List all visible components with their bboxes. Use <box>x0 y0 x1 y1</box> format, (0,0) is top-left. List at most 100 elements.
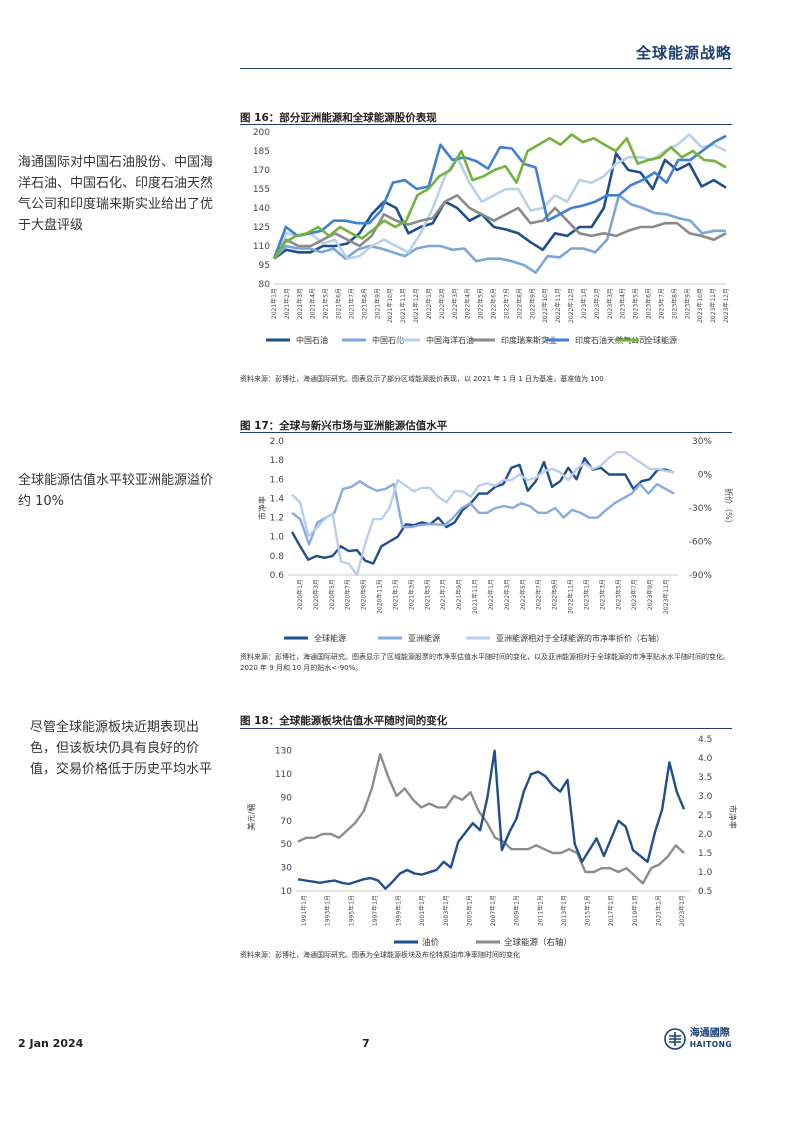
x-tick-label: 2019年1月 <box>631 895 639 926</box>
y-tick-label: 30 <box>281 864 293 874</box>
y-tick-label: 185 <box>253 147 270 157</box>
figure-18-divider <box>240 728 732 729</box>
x-tick-label: 2022年5月 <box>477 288 485 319</box>
y2-tick-label: 1.5 <box>698 849 712 859</box>
y-tick-label: 200 <box>253 128 270 138</box>
x-tick-label: 2021年3月 <box>296 288 304 319</box>
x-tick-label: 2022年3月 <box>503 579 511 610</box>
x-tick-label: 2023年6月 <box>645 288 653 319</box>
figure-18-chart: 10 30 50 70 90 110 130 0.5 1.0 1.5 2.0 2.5 3.0 3.5 4.0… <box>246 735 738 948</box>
y-tick-label: 1.4 <box>270 494 285 504</box>
y2-tick-label: 0% <box>698 471 713 481</box>
x-tick-label: 2020年3月 <box>312 579 320 610</box>
x-tick-label: 2021年9月 <box>373 288 381 319</box>
x-tick-label: 2022年5月 <box>519 579 527 610</box>
legend-label: 印度石油天然气公司 <box>575 335 647 345</box>
x-tick-label: 2021年10月 <box>386 288 394 323</box>
x-tick-label: 2023年1月 <box>582 579 590 610</box>
x-tick-label: 2023年9月 <box>646 579 654 610</box>
y-tick-label: 1.0 <box>270 533 285 543</box>
y2-tick-label: 3.5 <box>698 773 712 783</box>
y-tick-label: 1.6 <box>270 475 285 485</box>
x-tick-label: 2022年1月 <box>425 288 433 319</box>
y2-tick-label: 4.5 <box>698 735 712 745</box>
x-tick-label: 2023年1月 <box>580 288 588 319</box>
logo-text-en: HAITONG <box>689 1040 732 1049</box>
x-tick-label: 2021年11月 <box>399 288 407 323</box>
x-tick-label: 2015年1月 <box>584 895 592 926</box>
figure-18-title: 图 18：全球能源板块估值水平随时间的变化 <box>240 715 448 727</box>
y-tick-label: 95 <box>259 261 270 271</box>
x-tick-label: 2020年9月 <box>360 579 368 610</box>
x-tick-label: 2023年7月 <box>630 579 638 610</box>
figure-17-title: 图 17：全球与新兴市场与亚洲能源估值水平 <box>240 420 448 432</box>
x-tick-label: 2007年1月 <box>489 895 497 926</box>
header-divider <box>240 68 732 69</box>
figure-16-chart: 80 95 110 125 140 155 170 185 200 2021年1月 2021年2月 2… <box>253 128 730 345</box>
y-tick-label: 170 <box>253 166 270 176</box>
x-tick-label: 2021年12月 <box>412 288 420 323</box>
series-line <box>272 194 727 260</box>
y-tick-label: 140 <box>253 204 270 214</box>
x-tick-label: 2001年1月 <box>418 895 426 926</box>
legend-label: 中国石化 <box>372 335 404 345</box>
y-tick-label: 2.0 <box>270 437 285 447</box>
x-tick-label: 2023年9月 <box>683 288 691 319</box>
x-tick-label: 2021年6月 <box>335 288 343 319</box>
y-tick-label: 10 <box>281 887 293 897</box>
legend-label: 全球能源 <box>314 633 346 643</box>
x-tick-label: 2021年1月 <box>654 895 662 926</box>
page-number: 7 <box>362 1037 370 1050</box>
y2-tick-label: -60% <box>689 538 713 548</box>
logo-text-cn: 海通國際 <box>689 1028 730 1039</box>
x-tick-label: 2023年1月 <box>678 895 686 926</box>
sidebar-text-1: 海通国际对中国石油股份、中国海洋石油、中国石化、印度石油天然气公司和印度瑞来斯实… <box>18 155 214 233</box>
x-tick-label: 2017年1月 <box>607 895 615 926</box>
y2-tick-label: 2.5 <box>698 811 712 821</box>
x-tick-label: 2022年11月 <box>567 579 575 614</box>
y-tick-label: 90 <box>281 793 293 803</box>
y-tick-label: 1.2 <box>270 514 284 524</box>
x-tick-label: 2022年6月 <box>490 288 498 319</box>
x-tick-label: 2023年8月 <box>670 288 678 319</box>
x-tick-label: 2020年7月 <box>344 579 352 610</box>
y-tick-label: 155 <box>253 185 270 195</box>
x-tick-label: 2022年1月 <box>487 579 495 610</box>
x-tick-label: 2023年3月 <box>606 288 614 319</box>
y-axis-label: 市净率 <box>257 496 267 520</box>
y-tick-label: 110 <box>275 770 292 780</box>
y2-tick-label: 30% <box>692 437 712 447</box>
x-tick-label: 2022年9月 <box>551 579 559 610</box>
figure-17-source: 资料来源：彭博社，海通国际研究。图表显示了区域能源股票的市净率估值水平随时间的变… <box>240 653 730 672</box>
sidebar-text-2: 全球能源估值水平较亚洲能源溢价约 10% <box>18 473 214 509</box>
series-line <box>290 457 675 565</box>
x-tick-label: 2022年2月 <box>438 288 446 319</box>
x-tick-label: 1993年1月 <box>324 895 332 926</box>
legend-label: 中国海洋石油 <box>426 335 474 345</box>
y2-tick-label: 2.0 <box>698 830 713 840</box>
y-tick-label: 50 <box>281 840 293 850</box>
y2-tick-label: -90% <box>689 571 713 581</box>
x-tick-label: 2021年4月 <box>309 288 317 319</box>
x-tick-label: 2022年11月 <box>554 288 562 323</box>
x-tick-label: 2022年4月 <box>464 288 472 319</box>
y-tick-label: 1.8 <box>270 456 285 466</box>
haitong-logo: 海通國際 HAITONG <box>663 1028 732 1050</box>
x-tick-label: 2005年1月 <box>465 895 473 926</box>
x-tick-label: 2023年11月 <box>662 579 670 614</box>
x-tick-label: 2020年1月 <box>296 579 304 610</box>
legend-label: 亚洲能源 <box>408 633 440 643</box>
report-title: 全球能源战略 <box>635 44 732 62</box>
x-tick-label: 2021年7月 <box>439 579 447 610</box>
y-tick-label: 80 <box>259 280 271 290</box>
series-line <box>272 133 727 260</box>
x-tick-label: 2023年12月 <box>722 288 730 323</box>
y2-tick-label: -30% <box>689 504 713 514</box>
y-tick-label: 130 <box>275 747 292 757</box>
x-tick-label: 2023年11月 <box>709 288 717 323</box>
x-tick-label: 2023年5月 <box>632 288 640 319</box>
x-tick-label: 2021年5月 <box>423 579 431 610</box>
y2-axis-label: 市净率 <box>728 805 738 829</box>
figure-16-title: 图 16：部分亚洲能源和全球能源股价表现 <box>240 112 437 124</box>
x-tick-label: 1999年1月 <box>395 895 403 926</box>
